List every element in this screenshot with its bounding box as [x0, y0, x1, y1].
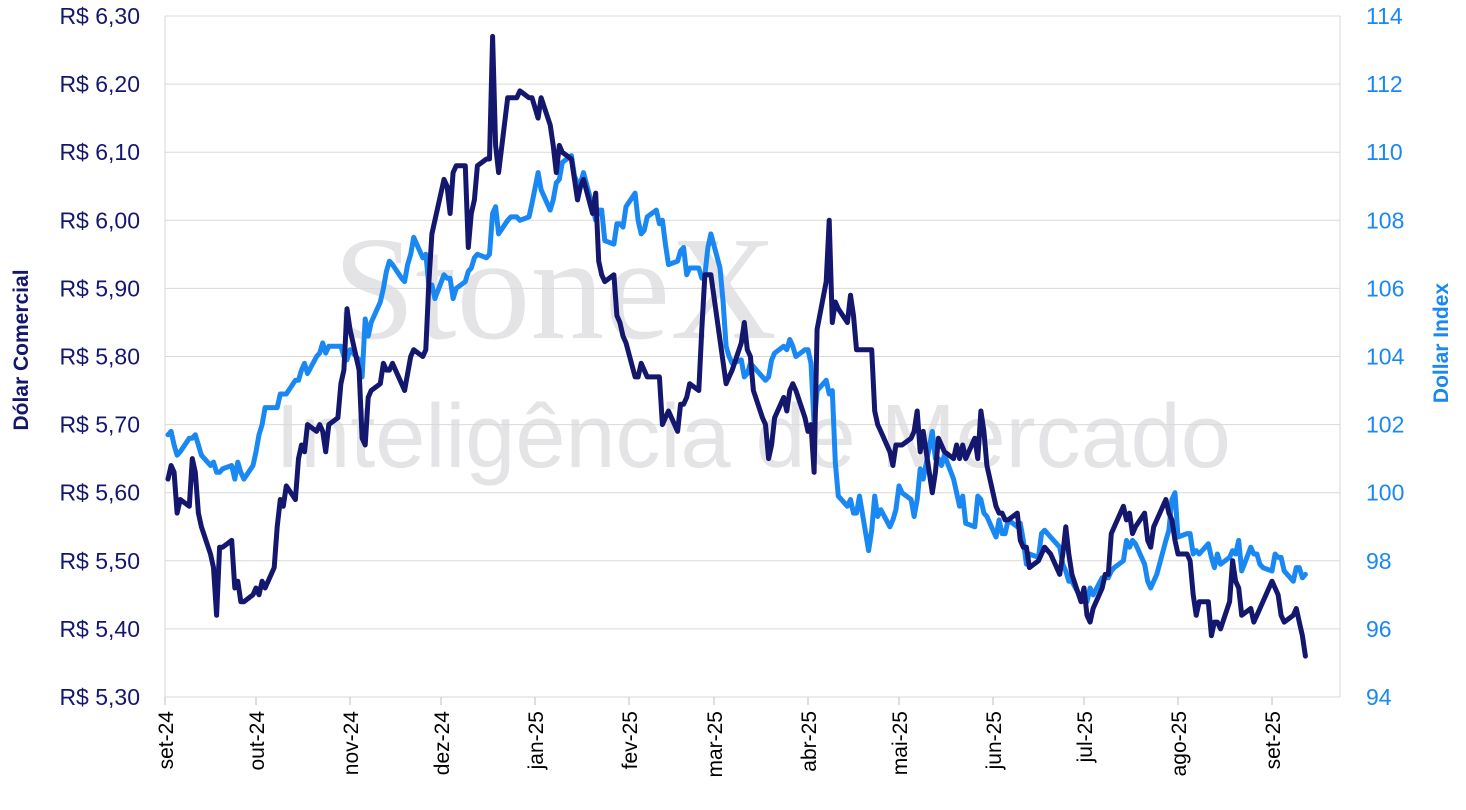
x-tick-label: jul-25: [1074, 711, 1097, 763]
x-tick-label: fev-25: [619, 711, 642, 769]
x-tick-label: out-24: [246, 711, 269, 771]
x-tick-label: mar-25: [704, 711, 727, 778]
right-tick-label: 110: [1366, 139, 1403, 165]
x-tick-label: dez-24: [431, 711, 454, 776]
right-tick-label: 98: [1366, 548, 1392, 574]
left-tick-label: R$ 5,40: [59, 616, 140, 642]
left-tick-label: R$ 5,80: [59, 344, 140, 370]
x-tick-label: ago-25: [1168, 711, 1191, 776]
left-tick-label: R$ 6,20: [59, 71, 140, 97]
right-tick-label: 96: [1366, 616, 1392, 642]
series-lines: [165, 33, 1308, 659]
x-tick-label: set-25: [1262, 711, 1285, 769]
x-axis-ticks: set-24 out-24 nov-24 dez-24 jan-25 fev-25 mar-…: [155, 697, 1285, 778]
right-tick-label: 102: [1366, 412, 1404, 438]
left-tick-label: R$ 5,30: [59, 684, 140, 710]
right-tick-label: 100: [1366, 480, 1404, 506]
series-line-dolar-comercial: [165, 33, 1308, 659]
watermark-tagline: Inteligência de Mercado: [275, 387, 1231, 487]
left-tick-label: R$ 6,00: [59, 207, 140, 233]
left-axis-title: Dólar Comercial: [10, 269, 33, 430]
x-tick-label: jan-25: [525, 711, 548, 770]
left-tick-label: R$ 5,50: [59, 548, 140, 574]
x-tick-label: mai-25: [889, 711, 912, 775]
right-tick-label: 114: [1366, 3, 1403, 29]
x-tick-label: abr-25: [798, 711, 821, 772]
right-axis-title: Dollar Index: [1430, 283, 1453, 404]
left-axis-ticks: R$ 5,30 R$ 5,40 R$ 5,50 R$ 5,60 R$ 5,70 R$ 5,…: [59, 3, 140, 710]
right-tick-label: 94: [1366, 684, 1392, 710]
right-tick-label: 106: [1366, 275, 1404, 301]
right-tick-label: 104: [1366, 344, 1405, 370]
x-tick-label: set-24: [155, 711, 178, 770]
left-tick-label: R$ 5,70: [59, 412, 140, 438]
left-tick-label: R$ 6,30: [59, 3, 140, 29]
left-tick-label: R$ 6,10: [59, 139, 140, 165]
x-tick-label: nov-24: [340, 711, 363, 776]
x-tick-label: jun-25: [983, 711, 1006, 770]
right-axis-ticks: 94 96 98 100 102 104 106 108 110 112 114: [1366, 3, 1405, 710]
left-tick-label: R$ 5,60: [59, 480, 140, 506]
left-tick-label: R$ 5,90: [59, 275, 140, 301]
right-tick-label: 112: [1366, 71, 1403, 97]
right-tick-label: 108: [1366, 207, 1404, 233]
